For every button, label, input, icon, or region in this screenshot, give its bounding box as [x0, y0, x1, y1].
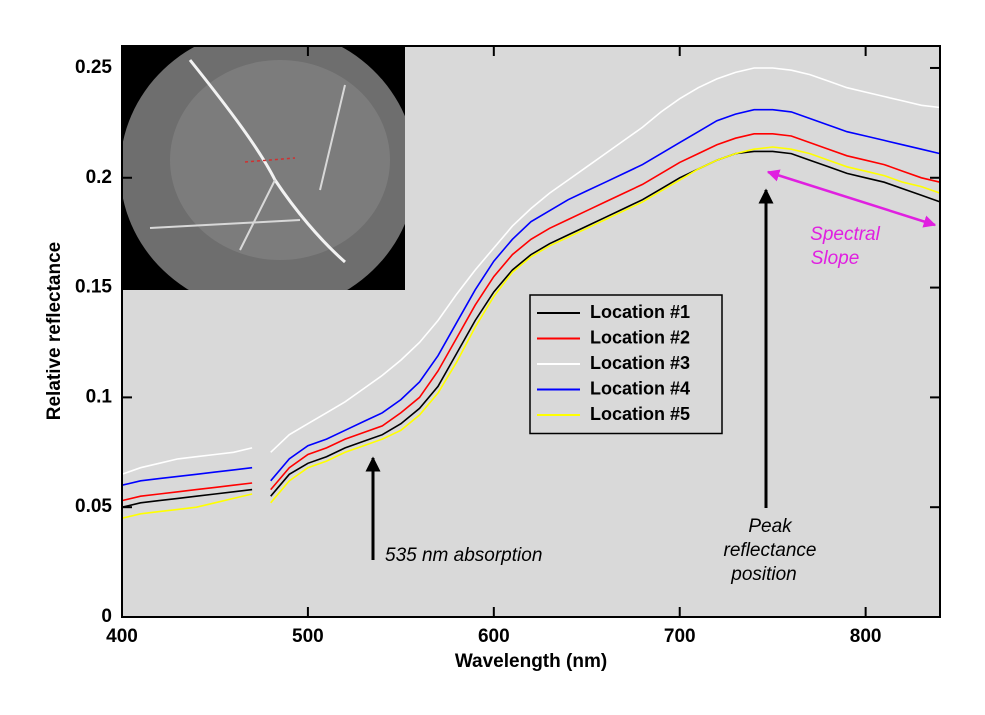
x-tick-label: 500 — [292, 626, 324, 647]
y-tick-label: 0.15 — [75, 277, 112, 298]
legend-label: Location #2 — [590, 327, 690, 347]
annotation: position — [730, 564, 797, 585]
annotation: 535 nm absorption — [385, 545, 542, 566]
annotation-arrow — [766, 169, 937, 228]
x-tick-label: 600 — [478, 626, 510, 647]
x-tick-label: 700 — [664, 626, 696, 647]
series-line — [121, 146, 941, 519]
series-line — [121, 150, 941, 508]
plot-frame — [121, 45, 941, 618]
series-line — [121, 108, 941, 486]
series-line — [121, 133, 941, 502]
x-axis-title: Wavelength (nm) — [455, 651, 607, 672]
y-tick-label: 0.1 — [86, 386, 113, 407]
y-tick-label: 0 — [101, 606, 112, 627]
x-tick-label: 800 — [850, 626, 882, 647]
legend-label: Location #3 — [590, 353, 690, 373]
y-tick-label: 0.05 — [75, 496, 112, 517]
series-line — [121, 67, 941, 476]
annotation: reflectance — [724, 540, 817, 561]
annotation: Peak — [748, 516, 793, 537]
legend-label: Location #4 — [590, 378, 690, 398]
annotation: Slope — [811, 248, 860, 269]
y-tick-label: 0.25 — [75, 57, 112, 78]
inset-image — [122, 46, 405, 290]
x-tick-label: 400 — [106, 626, 138, 647]
y-tick-label: 0.2 — [86, 167, 112, 188]
legend-label: Location #1 — [590, 302, 690, 322]
y-axis-title: Relative reflectance — [44, 242, 65, 421]
series-group — [121, 67, 941, 519]
legend-label: Location #5 — [590, 404, 690, 424]
annotation: Spectral — [810, 224, 880, 245]
